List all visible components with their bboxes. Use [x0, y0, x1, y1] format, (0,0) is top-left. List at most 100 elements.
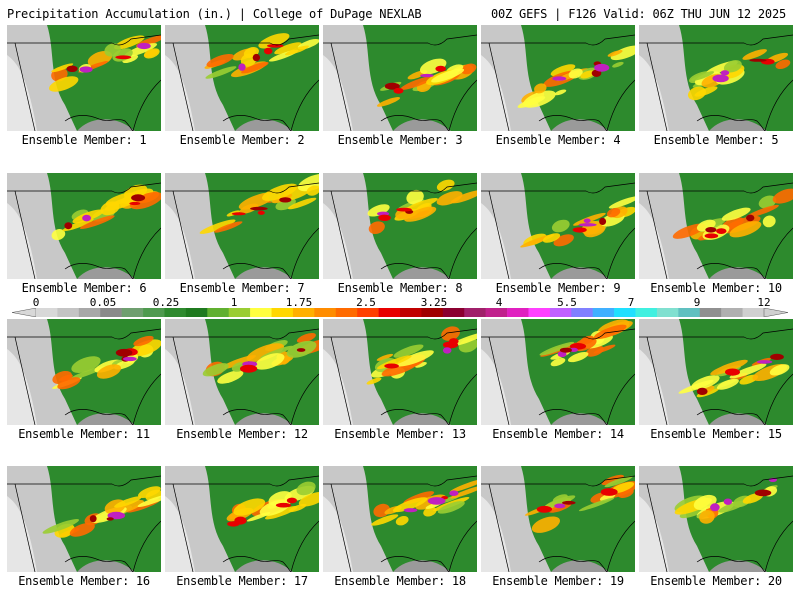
ensemble-member-label: Ensemble Member: 11	[18, 427, 150, 441]
colorbar-tick-label: 1	[230, 296, 238, 309]
colorbar-tick-label: 2.5	[356, 296, 376, 309]
colorbar-segment	[742, 308, 765, 317]
colorbar-segment	[36, 308, 58, 317]
colorbar-segment	[635, 308, 658, 317]
colorbar-tick-label: 4	[495, 296, 503, 309]
colorbar-segment	[78, 308, 101, 317]
ensemble-panel: Ensemble Member: 8	[323, 173, 477, 313]
ensemble-member-label: Ensemble Member: 17	[176, 574, 308, 588]
precip-map	[7, 319, 161, 425]
ensemble-panel: Ensemble Member: 12	[165, 319, 319, 459]
ensemble-member-label: Ensemble Member: 10	[650, 281, 782, 295]
precip-map	[639, 466, 793, 572]
precip-map	[165, 173, 319, 279]
precip-map	[7, 25, 161, 131]
colorbar-tick-label: 1.75	[285, 296, 313, 309]
ensemble-panel: Ensemble Member: 2	[165, 25, 319, 165]
colorbar-max-arrow	[763, 308, 788, 317]
colorbar-segment	[678, 308, 701, 317]
precip-map	[481, 466, 635, 572]
precip-map	[481, 173, 635, 279]
ensemble-member-label: Ensemble Member: 18	[334, 574, 466, 588]
colorbar-segment	[485, 308, 508, 317]
ensemble-panel: Ensemble Member: 3	[323, 25, 477, 165]
precip-map	[639, 25, 793, 131]
ensemble-panel: Ensemble Member: 5	[639, 25, 793, 165]
ensemble-panel: Ensemble Member: 11	[7, 319, 161, 459]
ensemble-panel: Ensemble Member: 19	[481, 466, 635, 606]
colorbar-tick-label: 7	[627, 296, 635, 309]
precip-map	[165, 466, 319, 572]
precip-map	[165, 25, 319, 131]
ensemble-panel: Ensemble Member: 9	[481, 173, 635, 313]
colorbar-segment	[143, 308, 165, 317]
precip-map	[323, 173, 477, 279]
precip-map	[481, 319, 635, 425]
colorbar-tick-label: 9	[693, 296, 701, 309]
colorbar-segment	[656, 308, 679, 317]
colorbar-strip	[12, 308, 788, 317]
ensemble-panel: Ensemble Member: 20	[639, 466, 793, 606]
colorbar-segment	[357, 308, 379, 317]
precip-map	[639, 319, 793, 425]
ensemble-member-label: Ensemble Member: 19	[492, 574, 624, 588]
ensemble-member-label: Ensemble Member: 2	[179, 133, 305, 147]
chart-title: Precipitation Accumulation (in.) | Colle…	[7, 7, 422, 21]
model-run-info: 00Z GEFS | F126 Valid: 06Z THU JUN 12 20…	[490, 7, 786, 21]
colorbar-tick-label: 0	[32, 296, 40, 309]
colorbar-segment	[571, 308, 593, 317]
colorbar-segment	[378, 308, 401, 317]
precip-map	[165, 319, 319, 425]
ensemble-panel: Ensemble Member: 13	[323, 319, 477, 459]
ensemble-member-label: Ensemble Member: 15	[650, 427, 782, 441]
ensemble-panel: Ensemble Member: 17	[165, 466, 319, 606]
colorbar-segment	[721, 308, 743, 317]
ensemble-member-label: Ensemble Member: 9	[495, 281, 621, 295]
colorbar-segment	[207, 308, 229, 317]
colorbar-tick-label: 5.5	[557, 296, 577, 309]
colorbar-segment	[442, 308, 465, 317]
colorbar-tick-label: 0.25	[152, 296, 180, 309]
precip-map	[323, 319, 477, 425]
ensemble-panel: Ensemble Member: 4	[481, 25, 635, 165]
ensemble-member-label: Ensemble Member: 20	[650, 574, 782, 588]
precip-map	[639, 173, 793, 279]
colorbar-segment	[421, 308, 444, 317]
ensemble-member-label: Ensemble Member: 8	[337, 281, 463, 295]
precip-colorbar: 0 0.05 0.25 1 1.75 2.5 3.25 4 5.5 7 9 12	[12, 296, 788, 318]
ensemble-panel: Ensemble Member: 1	[7, 25, 161, 165]
colorbar-segment	[699, 308, 722, 317]
colorbar-segment	[528, 308, 551, 317]
ensemble-panel: Ensemble Member: 10	[639, 173, 793, 313]
colorbar-segment	[592, 308, 615, 317]
ensemble-panel: Ensemble Member: 16	[7, 466, 161, 606]
precip-map	[323, 466, 477, 572]
precip-map	[323, 25, 477, 131]
colorbar-segment	[400, 308, 422, 317]
colorbar-segment	[549, 308, 572, 317]
ensemble-member-label: Ensemble Member: 12	[176, 427, 308, 441]
colorbar-segment	[464, 308, 486, 317]
colorbar-tick-label: 3.25	[420, 296, 448, 309]
colorbar-segment	[292, 308, 315, 317]
ensemble-member-label: Ensemble Member: 3	[337, 133, 463, 147]
colorbar-segment	[228, 308, 251, 317]
ensemble-panel: Ensemble Member: 6	[7, 173, 161, 313]
colorbar-segment	[185, 308, 208, 317]
colorbar-segment	[271, 308, 294, 317]
colorbar-segment	[100, 308, 122, 317]
ensemble-member-label: Ensemble Member: 14	[492, 427, 624, 441]
ensemble-panel: Ensemble Member: 7	[165, 173, 319, 313]
colorbar-segment	[614, 308, 636, 317]
ensemble-member-label: Ensemble Member: 6	[21, 281, 147, 295]
colorbar-segment	[121, 308, 144, 317]
ensemble-member-label: Ensemble Member: 16	[18, 574, 150, 588]
ensemble-member-label: Ensemble Member: 7	[179, 281, 305, 295]
ensemble-panel: Ensemble Member: 18	[323, 466, 477, 606]
colorbar-segment	[164, 308, 187, 317]
ensemble-member-label: Ensemble Member: 13	[334, 427, 466, 441]
ensemble-member-label: Ensemble Member: 1	[21, 133, 147, 147]
colorbar-tick-label: 0.05	[89, 296, 117, 309]
colorbar-segment	[250, 308, 272, 317]
precip-map	[7, 173, 161, 279]
